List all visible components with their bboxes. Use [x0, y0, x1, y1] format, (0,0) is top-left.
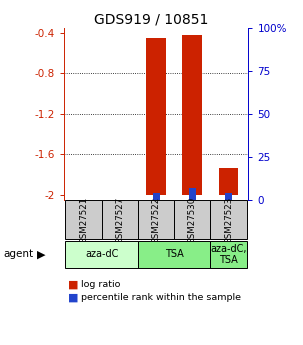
- Bar: [146, 38, 166, 195]
- Text: GSM27523: GSM27523: [224, 196, 233, 244]
- FancyBboxPatch shape: [210, 200, 247, 239]
- Text: GSM27530: GSM27530: [188, 196, 197, 244]
- Text: ■: ■: [68, 280, 79, 289]
- FancyBboxPatch shape: [138, 241, 210, 268]
- Text: aza-dC,
TSA: aza-dC, TSA: [210, 244, 247, 265]
- Bar: [182, 35, 202, 195]
- Bar: [218, 168, 238, 195]
- Text: aza-dC: aza-dC: [85, 249, 118, 259]
- Text: ■: ■: [68, 293, 79, 302]
- FancyBboxPatch shape: [210, 241, 247, 268]
- Text: ▶: ▶: [37, 249, 45, 259]
- Bar: [152, 193, 160, 200]
- Bar: [189, 188, 196, 200]
- FancyBboxPatch shape: [65, 200, 102, 239]
- Text: TSA: TSA: [165, 249, 184, 259]
- Text: GSM27522: GSM27522: [152, 196, 161, 244]
- Text: agent: agent: [3, 249, 33, 259]
- Text: log ratio: log ratio: [81, 280, 121, 289]
- FancyBboxPatch shape: [138, 200, 174, 239]
- Text: GDS919 / 10851: GDS919 / 10851: [94, 12, 209, 26]
- FancyBboxPatch shape: [65, 241, 138, 268]
- Text: GSM27521: GSM27521: [79, 196, 88, 244]
- Text: GSM27527: GSM27527: [115, 196, 124, 244]
- FancyBboxPatch shape: [174, 200, 210, 239]
- FancyBboxPatch shape: [102, 200, 138, 239]
- Bar: [225, 193, 232, 200]
- Text: percentile rank within the sample: percentile rank within the sample: [81, 293, 241, 302]
